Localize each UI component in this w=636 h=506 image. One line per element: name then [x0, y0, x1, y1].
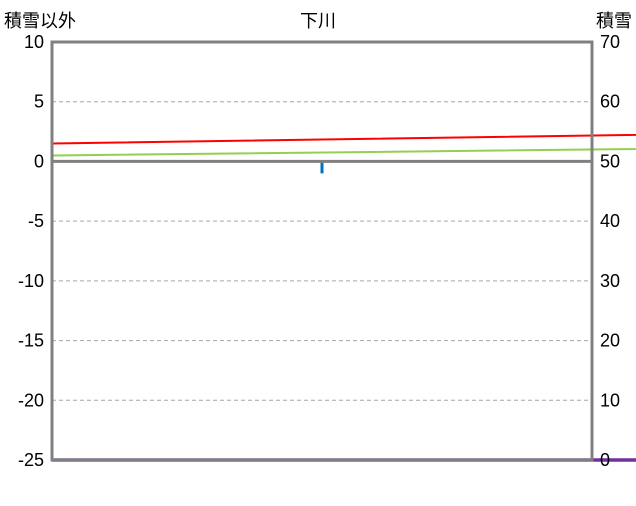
- right-tick-label: 70: [600, 32, 620, 52]
- right-tick-label: 0: [600, 450, 610, 470]
- left-tick-label: 5: [34, 92, 44, 112]
- left-tick-label: -5: [28, 211, 44, 231]
- right-tick-label: 30: [600, 271, 620, 291]
- left-tick-label: -10: [18, 271, 44, 291]
- left-tick-label: -15: [18, 331, 44, 351]
- left-axis-label: 積雪以外: [4, 11, 76, 31]
- left-tick-label: -20: [18, 390, 44, 410]
- right-axis-label: 積雪: [596, 11, 632, 31]
- right-tick-label: 10: [600, 390, 620, 410]
- right-tick-label: 20: [600, 331, 620, 351]
- left-tick-label: 10: [24, 32, 44, 52]
- left-tick-label: 0: [34, 151, 44, 171]
- right-tick-label: 50: [600, 151, 620, 171]
- left-tick-label: -25: [18, 450, 44, 470]
- right-tick-label: 60: [600, 92, 620, 112]
- sunshine-bar: [321, 161, 324, 173]
- chart-title: 下川: [300, 11, 336, 31]
- right-tick-label: 40: [600, 211, 620, 231]
